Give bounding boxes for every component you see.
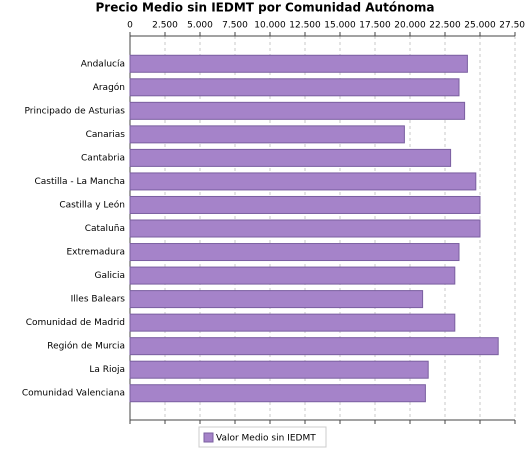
chart-title: Precio Medio sin IEDMT por Comunidad Aut… <box>96 1 435 15</box>
y-tick-label: Extremadura <box>67 248 126 258</box>
bar <box>129 266 456 285</box>
bar <box>129 125 405 144</box>
x-tick-label: 25.000 <box>464 21 496 31</box>
bar <box>129 313 456 332</box>
y-tick-label: Galicia <box>95 271 125 281</box>
bar <box>129 172 477 191</box>
x-tick-label: 5.000 <box>187 21 213 31</box>
bar <box>129 384 426 403</box>
bar <box>129 243 460 262</box>
legend-swatch <box>203 432 214 443</box>
x-tick-label: 22.500 <box>429 21 461 31</box>
bar <box>129 337 499 356</box>
bar <box>129 360 429 379</box>
y-tick-label: Región de Murcia <box>47 341 125 352</box>
x-tick-label: 7.500 <box>222 21 248 31</box>
y-tick-label: Aragón <box>93 82 125 93</box>
y-tick-label: Comunidad de Madrid <box>26 318 125 328</box>
bar <box>129 101 466 120</box>
y-tick-label: Andalucía <box>81 59 125 69</box>
y-tick-label: Castilla - La Mancha <box>34 177 125 187</box>
x-tick-label: 20.000 <box>394 21 426 31</box>
legend-box <box>198 426 327 448</box>
y-tick-label: Illes Balears <box>71 295 126 305</box>
x-tick-label: 2.500 <box>152 21 178 31</box>
y-tick-label: Comunidad Valenciana <box>22 389 125 399</box>
x-tick-label: 27.500 <box>499 21 525 31</box>
bar <box>129 78 460 97</box>
y-tick-label: Cantabria <box>81 153 125 163</box>
x-tick-label: 10.000 <box>254 21 286 31</box>
x-tick-label: 17.500 <box>359 21 391 31</box>
bar <box>129 195 481 214</box>
y-tick-label: La Rioja <box>89 365 125 375</box>
bar <box>129 290 424 309</box>
bar <box>129 148 452 167</box>
y-tick-label: Canarias <box>86 130 126 140</box>
y-tick-label: Cataluña <box>85 224 125 234</box>
x-tick-label: 15.000 <box>324 21 356 31</box>
bar <box>129 219 481 238</box>
x-tick-label: 12.500 <box>289 21 321 31</box>
legend-label: Valor Medio sin IEDMT <box>216 434 316 444</box>
x-tick-label: 0 <box>127 21 133 31</box>
bar <box>129 54 468 73</box>
y-tick-label: Principado de Asturias <box>24 106 125 116</box>
y-tick-label: Castilla y León <box>59 199 125 210</box>
